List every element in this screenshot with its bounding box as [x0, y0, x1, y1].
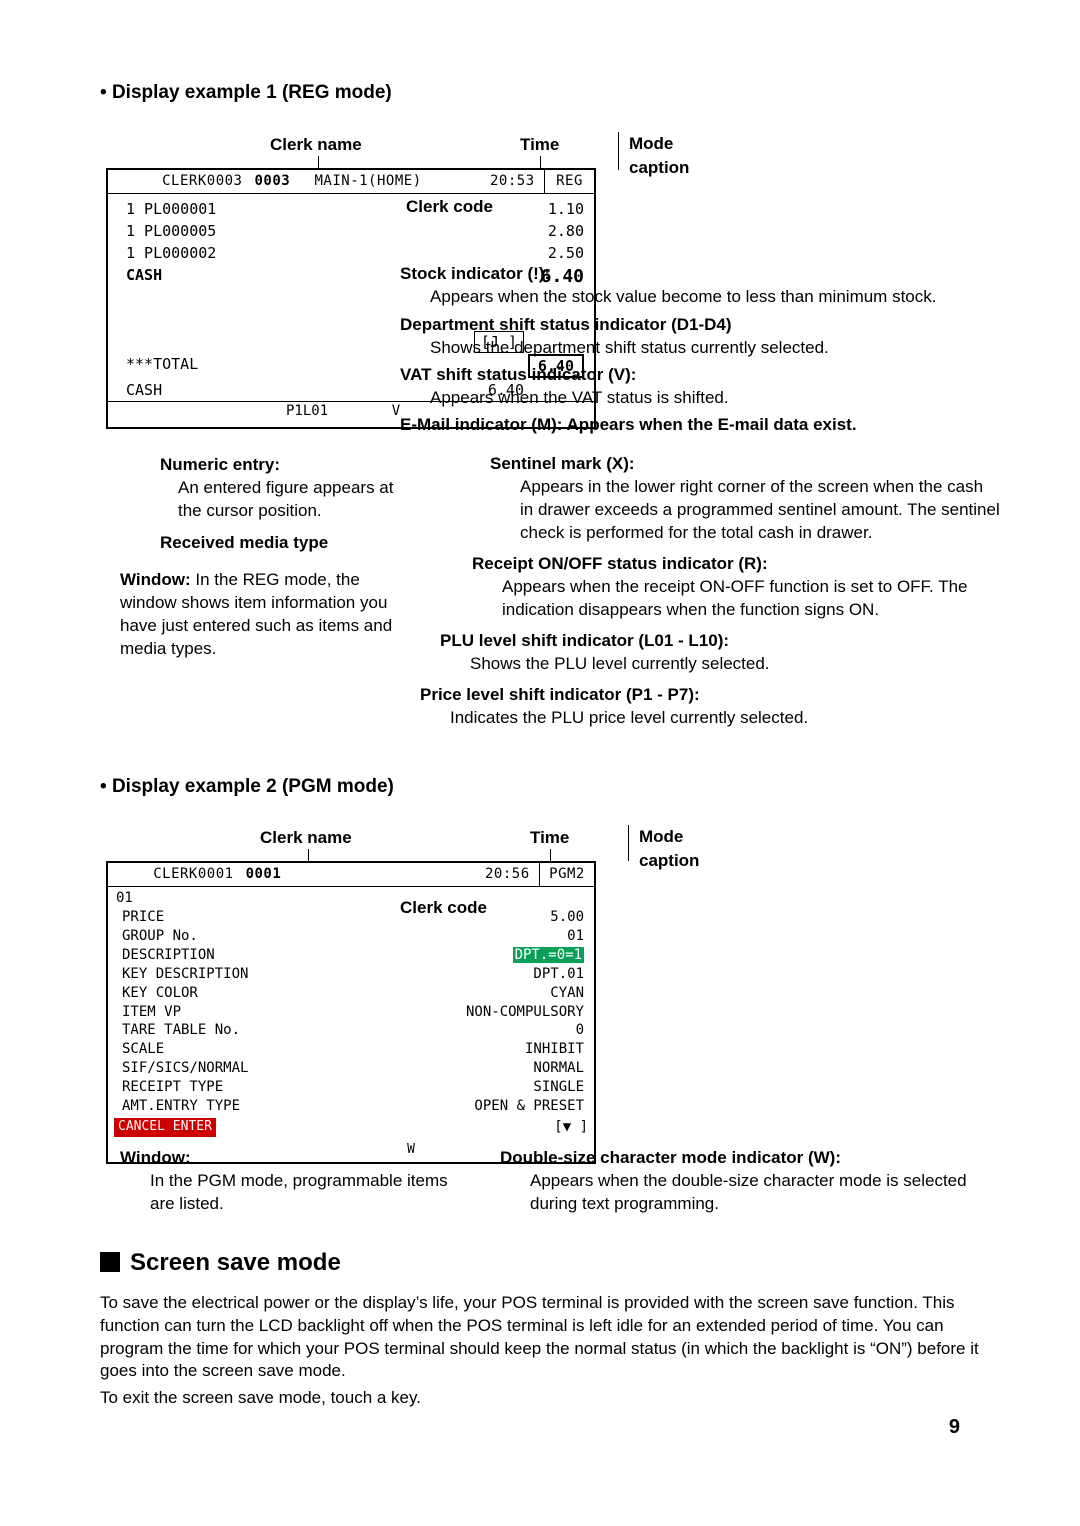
callout-sentinel: Sentinel mark (X): Appears in the lower …	[490, 453, 1000, 545]
hdr-mode: REG	[544, 170, 594, 193]
hdr-code: 0003	[248, 170, 308, 193]
example2-heading: Display example 2 (PGM mode)	[100, 774, 980, 800]
pgm-lcd-body: 01 PRICE5.00GROUP No.01DESCRIPTIONDPT.=0…	[108, 887, 594, 1162]
hdr-clerk: CLERK0003	[108, 170, 248, 193]
callout2-wmode: Double-size character mode indicator (W)…	[500, 1147, 980, 1216]
table-row: KEY COLORCYAN	[108, 984, 594, 1003]
example2-top-labels: Clerk name Time Mode caption	[210, 827, 980, 855]
hdr2-time: 20:56	[479, 863, 539, 886]
table-row: KEY DESCRIPTIONDPT.01	[108, 965, 594, 984]
arrow-indicator: [▼ ]	[554, 1118, 588, 1137]
example1-heading: Display example 1 (REG mode)	[100, 80, 980, 106]
example1-top-labels: Clerk name Time Mode caption	[210, 134, 980, 162]
ex1-callouts-right: Clerk code Stock indicator (!): Appears …	[400, 196, 1000, 730]
callout-email: E-Mail indicator (M): Appears when the E…	[400, 414, 1000, 437]
hdr-center: MAIN-1(HOME)	[308, 170, 484, 193]
callout2-clerk-code: Clerk code	[400, 897, 960, 920]
callout-window: Window: In the REG mode, the window show…	[120, 569, 400, 661]
table-row: GROUP No.01	[108, 927, 594, 946]
ex1-callouts-left: Numeric entry: An entered figure appears…	[100, 454, 400, 662]
example2-diagram: Clerk name Time Mode caption CLERK0001 0…	[100, 827, 980, 1207]
label-mode-caption: Mode caption	[618, 132, 629, 156]
p-indicator: P1L01	[286, 402, 376, 421]
label-mode-caption-text: Mode caption	[629, 132, 689, 180]
callout-receipt: Receipt ON/OFF status indicator (R): App…	[472, 553, 1000, 622]
hdr2-center	[300, 863, 479, 886]
table-row: SIF/SICS/NORMALNORMAL	[108, 1059, 594, 1078]
hdr2-code: 0001	[240, 863, 300, 886]
table-row: ITEM VPNON-COMPULSORY	[108, 1003, 594, 1022]
screen-save-p1: To save the electrical power or the disp…	[100, 1292, 980, 1384]
callout-media: Received media type	[160, 532, 400, 555]
callout-numeric: Numeric entry: An entered figure appears…	[160, 454, 400, 523]
callout-clerk-code: Clerk code	[406, 196, 1000, 219]
ex2-callouts-right: Clerk code	[400, 897, 960, 920]
table-row: SCALEINHIBIT	[108, 1040, 594, 1059]
callout-vat: VAT shift status indicator (V): Appears …	[400, 364, 1000, 410]
callout-stock: Stock indicator (!): Appears when the st…	[400, 263, 1000, 309]
hdr2-clerk: CLERK0001	[108, 863, 240, 886]
label-clerk-name: Clerk name	[270, 134, 362, 157]
pgm-lcd-header: CLERK0001 0001 20:56 PGM2	[108, 863, 594, 887]
label2-clerk-name: Clerk name	[260, 827, 352, 850]
callout-price: Price level shift indicator (P1 - P7): I…	[420, 684, 1000, 730]
table-row: DESCRIPTIONDPT.=0=1	[108, 946, 594, 965]
reg-lcd-header: CLERK0003 0003 MAIN-1(HOME) 20:53 REG	[108, 170, 594, 194]
hdr-time: 20:53	[484, 170, 544, 193]
page-number: 9	[949, 1414, 960, 1441]
pgm-footer: CANCEL ENTER [▼ ]	[108, 1116, 594, 1139]
callout-plu: PLU level shift indicator (L01 - L10): S…	[440, 630, 1000, 676]
label2-time: Time	[530, 827, 569, 850]
hdr2-mode: PGM2	[539, 863, 594, 886]
label2-mode-caption-text: Mode caption	[639, 825, 699, 873]
table-row: RECEIPT TYPESINGLE	[108, 1078, 594, 1097]
screen-save-p2: To exit the screen save mode, touch a ke…	[100, 1387, 980, 1410]
callout-dept: Department shift status indicator (D1-D4…	[400, 314, 1000, 360]
screen-save-heading: Screen save mode	[100, 1247, 980, 1279]
example1-diagram: Clerk name Time Mode caption CLERK0003 0…	[100, 134, 980, 734]
label-time: Time	[520, 134, 559, 157]
table-row: TARE TABLE No.0	[108, 1021, 594, 1040]
label2-mode-caption: Mode caption	[628, 825, 639, 849]
cancel-enter[interactable]: CANCEL ENTER	[114, 1118, 216, 1137]
callout2-window: Window: In the PGM mode, programmable it…	[120, 1147, 460, 1216]
table-row: AMT.ENTRY TYPEOPEN & PRESET	[108, 1097, 594, 1116]
